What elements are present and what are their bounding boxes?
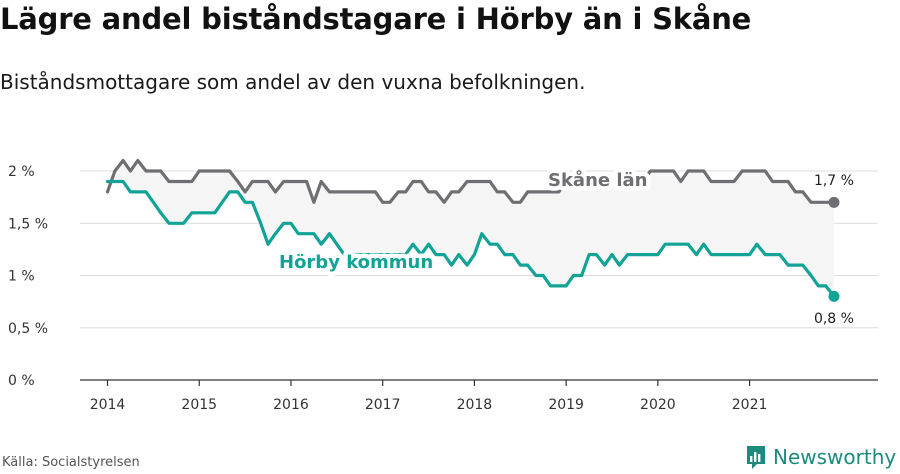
- skane-lan-end-value: 1,7 %: [814, 173, 854, 189]
- gap-band: [107, 160, 834, 297]
- line-chart: 0 % 0,5 % 1 % 1,5 % 2 % 2014 2015 2016 2017 2018 2…: [8, 158, 878, 413]
- x-tick-label: 2019: [548, 397, 584, 413]
- y-tick-label: 1 %: [8, 269, 35, 285]
- x-tick-label: 2016: [273, 397, 309, 413]
- y-tick-label: 1,5 %: [8, 216, 48, 232]
- horby-kommun-label: Hörby kommun: [279, 252, 433, 273]
- x-tick-label: 2017: [365, 397, 401, 413]
- x-tick-label: 2020: [640, 397, 676, 413]
- skane-lan-label: Skåne län: [548, 169, 648, 191]
- chart-subtitle: Biståndsmottagare som andel av den vuxna…: [0, 70, 586, 94]
- source-note: Källa: Socialstyrelsen: [2, 455, 140, 470]
- brand-logo[interactable]: Newsworthy: [745, 442, 896, 472]
- series-labels: Skåne län Hörby kommun 1,7 % 0,8 %: [275, 165, 854, 328]
- bar-chart-logo-icon: [747, 446, 765, 469]
- horby-kommun-endpoint: [828, 290, 840, 302]
- x-tick-label: 2015: [181, 397, 217, 413]
- y-tick-label: 0,5 %: [8, 321, 48, 337]
- series-lines: [105, 158, 840, 302]
- chart-title: Lägre andel biståndstagare i Hörby än i …: [0, 2, 752, 36]
- x-tick-label: 2021: [732, 397, 768, 413]
- skane-lan-line: [105, 158, 836, 204]
- axes: 0 % 0,5 % 1 % 1,5 % 2 % 2014 2015 2016 2017 2018 2…: [8, 164, 878, 413]
- brand-name: Newsworthy: [773, 445, 897, 469]
- horby-kommun-end-value: 0,8 %: [814, 311, 854, 327]
- x-tick-label: 2018: [457, 397, 493, 413]
- y-tick-label: 2 %: [8, 164, 35, 180]
- gap-band-area: [107, 160, 834, 297]
- x-tick-label: 2014: [90, 397, 126, 413]
- skane-lan-endpoint: [828, 196, 840, 208]
- y-tick-label: 0 %: [8, 373, 35, 389]
- horby-kommun-line: [105, 179, 836, 298]
